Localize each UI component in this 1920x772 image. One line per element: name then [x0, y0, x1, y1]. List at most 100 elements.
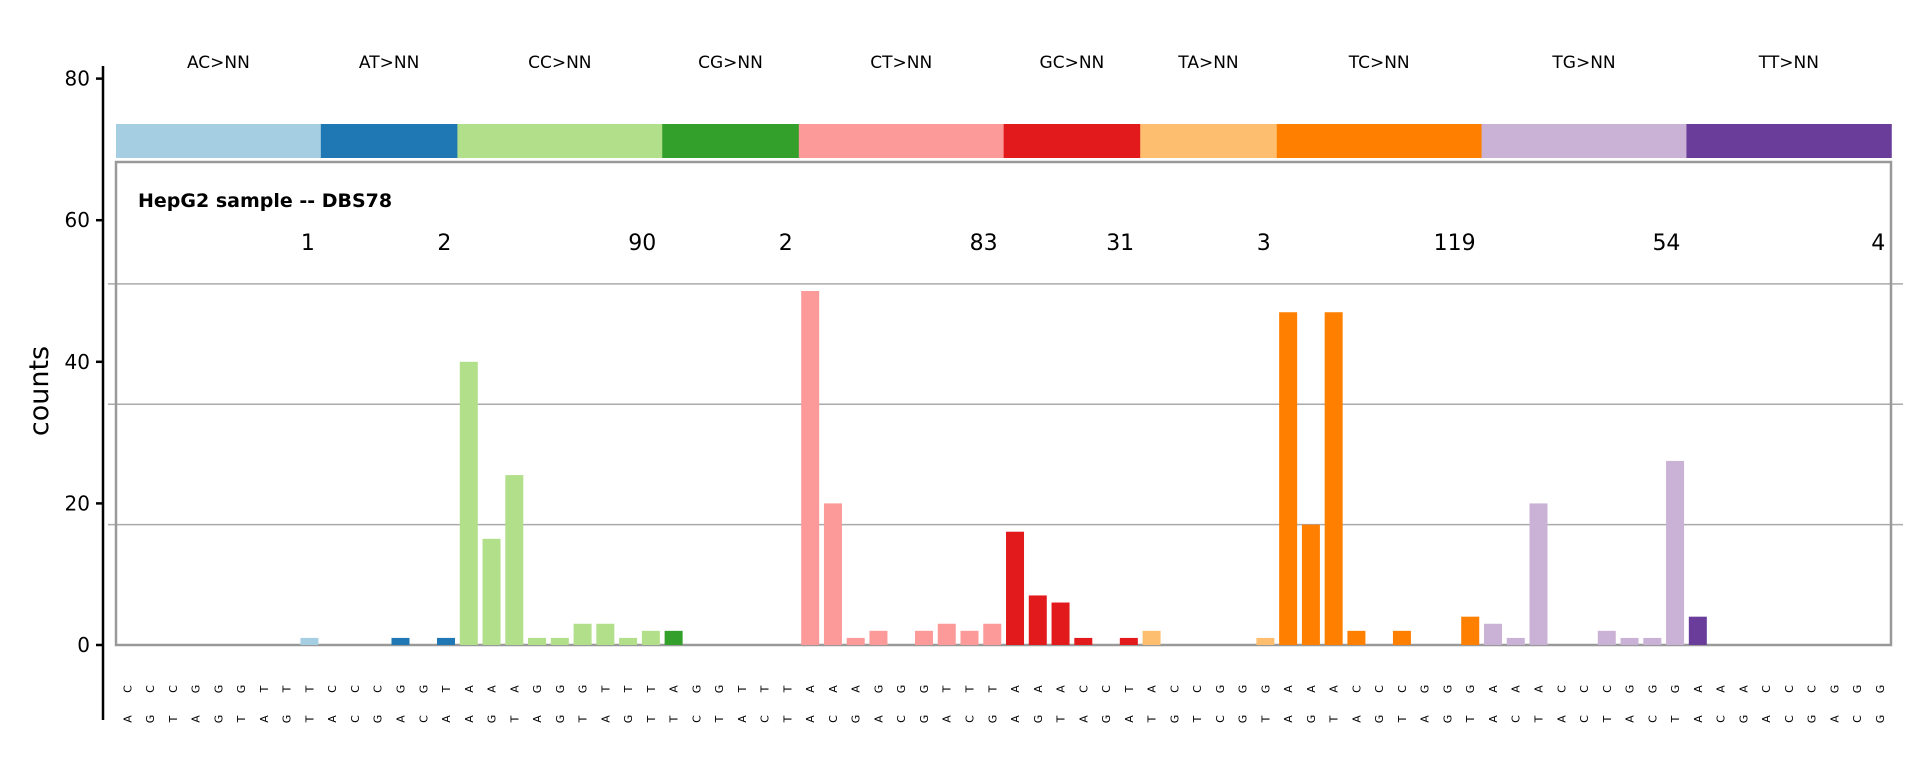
bar	[1256, 637, 1275, 645]
x-tick-label: A	[668, 685, 681, 693]
x-tick-label: A	[440, 715, 453, 723]
category-label: TG>NN	[1551, 53, 1615, 73]
category-label: GC>NN	[1040, 53, 1105, 73]
category-label: AT>NN	[359, 53, 419, 73]
x-tick-label: G	[1646, 685, 1659, 694]
x-tick-label: G	[281, 715, 294, 724]
y-tick-label: 60	[65, 208, 90, 232]
bars	[300, 291, 1707, 645]
x-tick-label: C	[895, 715, 908, 723]
x-tick-label: C	[1077, 685, 1090, 693]
x-tick-label: T	[577, 715, 590, 723]
x-tick-label: C	[144, 685, 157, 693]
panel-border	[114, 160, 1893, 647]
x-tick-label: G	[1100, 715, 1113, 724]
bar	[1529, 503, 1548, 645]
bar	[1051, 602, 1070, 645]
x-tick-label: A	[1555, 715, 1568, 723]
x-tick-label: T	[1601, 715, 1614, 723]
y-tick-label: 80	[65, 67, 90, 91]
x-tick-label: C	[167, 685, 180, 693]
x-tick-label: T	[1669, 715, 1682, 723]
x-tick-label: G	[1032, 715, 1045, 724]
x-tick-label: C	[1851, 715, 1864, 723]
y-axis-label: counts	[24, 346, 55, 436]
group-total: 4	[1871, 231, 1885, 256]
x-tick-label: T	[1123, 685, 1136, 693]
x-tick-label: C	[1350, 685, 1363, 693]
x-tick-label: A	[1009, 715, 1022, 723]
x-tick-label: G	[872, 685, 885, 694]
bar	[960, 630, 979, 645]
x-tick-label: A	[1487, 685, 1500, 693]
bar	[482, 538, 501, 645]
x-tick-label: T	[645, 715, 658, 723]
x-tick-label: A	[1350, 715, 1363, 723]
x-tick-label: C	[349, 685, 362, 693]
x-tick-label: C	[690, 715, 703, 723]
category-label: AC>NN	[187, 53, 250, 73]
x-tick-label: T	[303, 715, 316, 723]
bar	[823, 503, 842, 645]
bar	[1620, 637, 1639, 645]
y-tick-label: 40	[65, 350, 90, 374]
x-tick-label: G	[554, 685, 567, 694]
x-tick-label: A	[1692, 685, 1705, 693]
x-tick-label: T	[1146, 715, 1159, 723]
x-tick-label: T	[781, 685, 794, 693]
x-tick-label: T	[1396, 715, 1409, 723]
group-total: 90	[628, 231, 656, 256]
x-tick-label: G	[1259, 685, 1272, 694]
x-tick-label: A	[326, 715, 339, 723]
y-tick-label: 20	[65, 491, 90, 515]
x-tick-label: A	[508, 685, 521, 693]
x-tick-label: C	[121, 685, 134, 693]
x-tick-label: G	[1305, 715, 1318, 724]
x-tick-label: A	[599, 715, 612, 723]
bar	[1006, 531, 1025, 645]
x-tick-label: C	[1191, 685, 1204, 693]
x-tick-label: A	[463, 685, 476, 693]
x-tick-label: T	[986, 685, 999, 693]
bar	[1074, 637, 1093, 645]
x-tick-label: G	[486, 715, 499, 724]
category-strip	[116, 124, 1892, 158]
category-label: CG>NN	[698, 53, 763, 73]
bar	[619, 637, 638, 645]
x-tick-label: G	[895, 685, 908, 694]
x-tick-label: G	[1624, 685, 1637, 694]
x-tick-label: G	[212, 685, 225, 694]
x-tick-label: A	[872, 715, 885, 723]
group-total: 2	[437, 231, 451, 256]
bar	[1597, 630, 1616, 645]
x-tick-label: C	[417, 715, 430, 723]
group-total: 54	[1652, 231, 1680, 256]
x-tick-label: T	[941, 685, 954, 693]
x-tick-label: C	[964, 715, 977, 723]
x-tick-label: T	[759, 685, 772, 693]
x-tick-label: G	[1806, 715, 1819, 724]
x-tick-label: C	[1555, 685, 1568, 693]
x-tick-label: G	[1441, 715, 1454, 724]
x-tick-labels: CACGCTGAGGGTTATGTTCACCCGGAGCTAAAAGATGAGG…	[121, 685, 1887, 724]
x-tick-label: G	[1419, 685, 1432, 694]
category-label: TT>NN	[1758, 53, 1819, 73]
x-tick-label: A	[1692, 715, 1705, 723]
strip-segment	[798, 124, 1005, 158]
x-tick-label: A	[1828, 715, 1841, 723]
bar	[391, 637, 410, 645]
x-tick-label: G	[850, 715, 863, 724]
category-label: TA>NN	[1177, 53, 1238, 73]
bar	[983, 623, 1002, 645]
x-tick-label: G	[1828, 685, 1841, 694]
x-tick-label: C	[1100, 685, 1113, 693]
category-labels: AC>NN AT>NN CC>NN CG>NN CT>NN GC>NN TA>NN TC>NN…	[187, 53, 1819, 73]
y-tick-label: 0	[77, 633, 90, 657]
x-tick-label: T	[1328, 715, 1341, 723]
x-tick-label: G	[918, 715, 931, 724]
x-tick-label: A	[1077, 715, 1090, 723]
x-tick-label: C	[827, 715, 840, 723]
bar	[459, 361, 478, 645]
x-tick-label: G	[1669, 685, 1682, 694]
